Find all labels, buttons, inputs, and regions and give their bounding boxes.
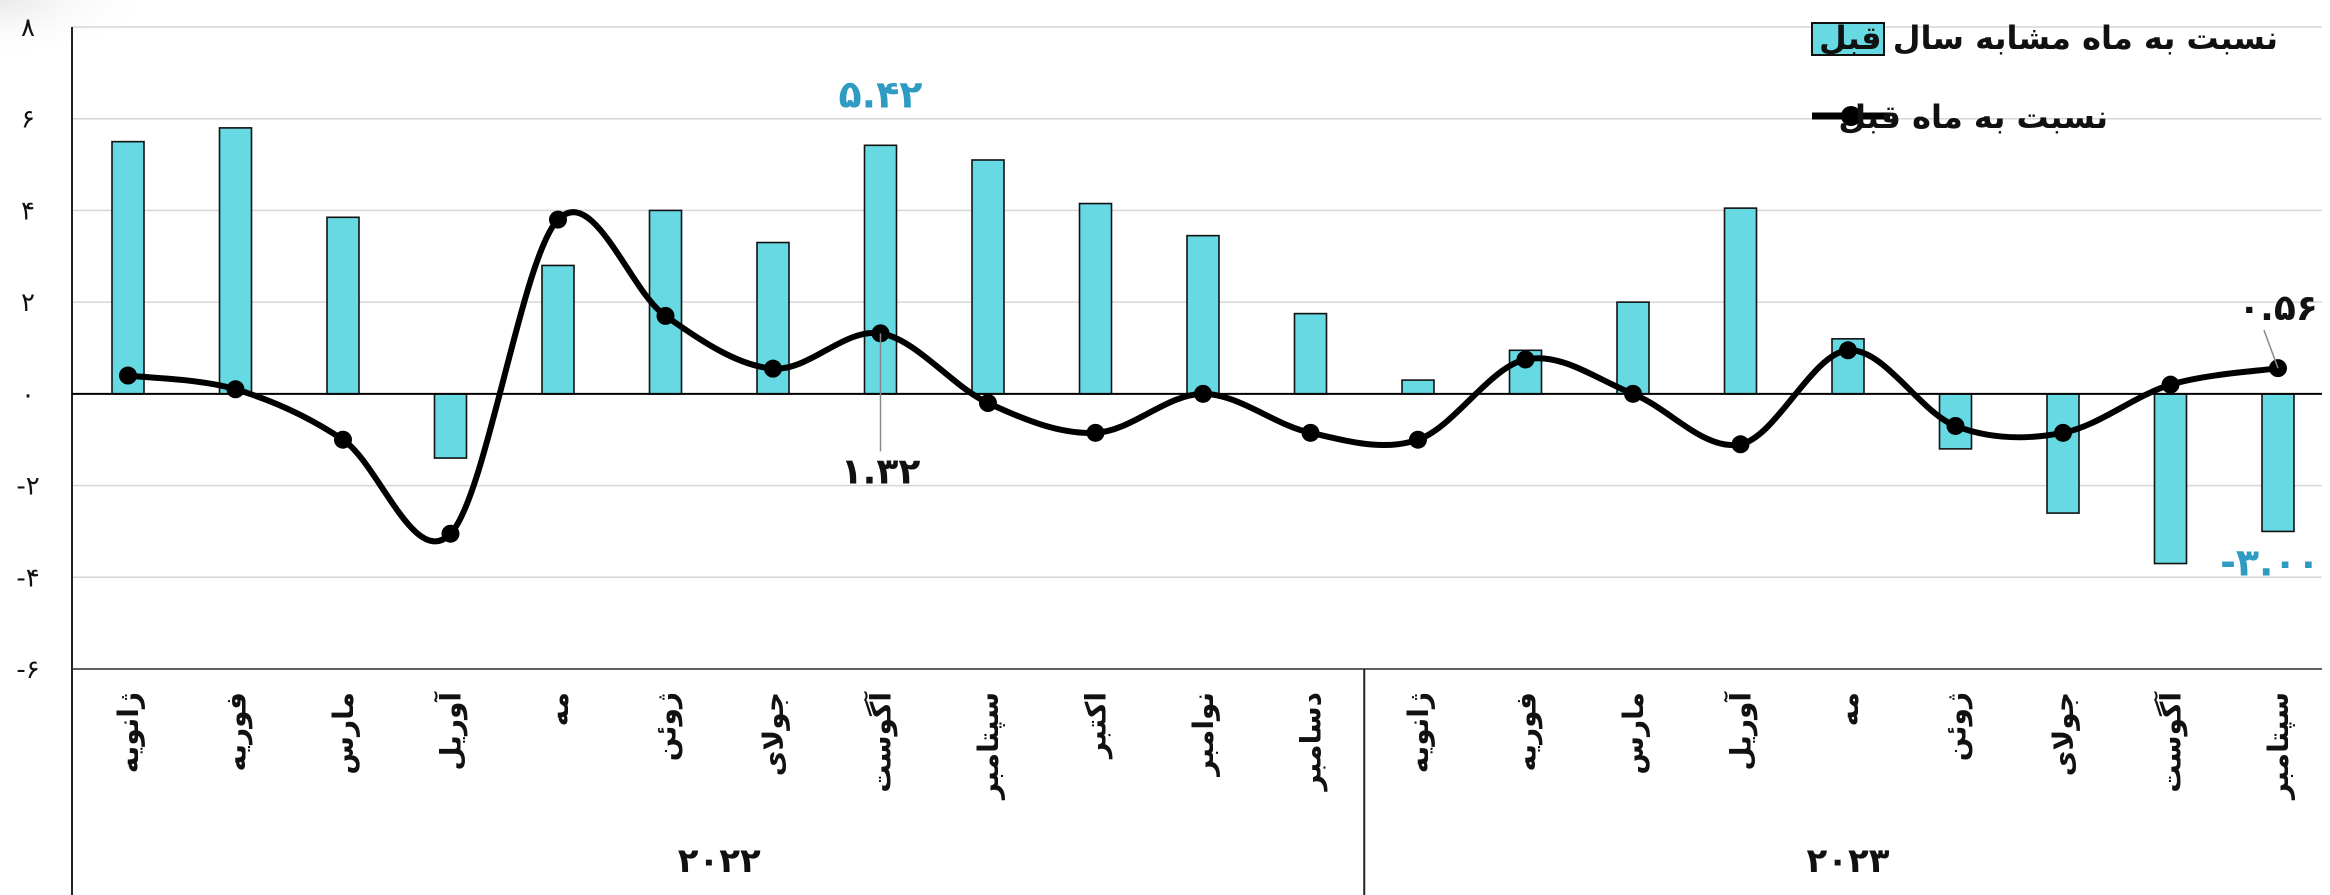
x-axis-year-labels: ۲۰۲۲ ۲۰۲۳ xyxy=(678,669,1890,895)
y-tick-label: -۲ xyxy=(16,472,39,502)
line-point xyxy=(226,380,245,399)
x-category-label: فوریه xyxy=(1510,692,1543,772)
legend: نسبت به ماه مشابه سال قبل نسبت به ماه قب… xyxy=(1811,19,2278,136)
gridlines xyxy=(71,26,2322,895)
x-category-label: ژوئن xyxy=(650,692,683,761)
x-category-label: فوریه xyxy=(220,692,253,772)
line-point xyxy=(119,366,137,385)
line-point xyxy=(2161,375,2180,394)
line-point xyxy=(1946,416,1965,435)
x-category-label: ژانویه xyxy=(112,692,145,773)
x-category-label: مارس xyxy=(327,692,360,775)
line-series xyxy=(119,209,2287,545)
x-category-label: سپتامبر xyxy=(972,692,1005,801)
bar xyxy=(971,159,1005,395)
annotation-leader xyxy=(2263,329,2279,369)
line-point xyxy=(1516,350,1535,369)
line-point xyxy=(656,306,675,325)
x-category-label: مه xyxy=(542,692,575,726)
bar xyxy=(1186,234,1220,395)
x-axis-category-labels: ژانویه فوریه مارس آوریل مه ژوئن جولای آگوست سپتا… xyxy=(112,691,2295,801)
line-point xyxy=(1731,435,1750,454)
bar xyxy=(541,264,575,395)
bar xyxy=(2046,393,2080,514)
x-category-label: ژوئن xyxy=(1940,692,1973,761)
bar xyxy=(111,140,145,395)
x-category-label: آوریل xyxy=(434,691,468,771)
y-tick-label: ۸ xyxy=(21,13,35,43)
y-tick-label: ۴ xyxy=(21,196,35,226)
x-category-label: مه xyxy=(1832,692,1865,726)
line-point xyxy=(549,210,567,229)
x-category-label: دسامبر xyxy=(1295,692,1328,793)
bar xyxy=(1078,202,1113,395)
line-point xyxy=(764,359,782,378)
x-group-label: ۲۰۲۲ xyxy=(678,841,761,881)
y-tick-label: -۴ xyxy=(16,563,39,593)
x-category-label: آگوست xyxy=(2154,691,2188,793)
line-point xyxy=(1409,430,1427,449)
annotation-label: ۰.۵۶ xyxy=(2238,288,2318,329)
x-group-label: ۲۰۲۳ xyxy=(1806,841,1889,881)
line-point xyxy=(334,430,352,449)
bar xyxy=(1723,207,1758,395)
bar xyxy=(218,127,253,395)
bar xyxy=(1616,301,1650,395)
line-point xyxy=(1194,384,1212,403)
annotation-label: ۵.۴۲ xyxy=(838,72,922,116)
x-category-label: آوریل xyxy=(1724,691,1758,771)
bar-series xyxy=(111,127,2295,565)
x-category-label: اکتبر xyxy=(1080,692,1113,760)
legend-line-marker xyxy=(1841,106,1861,126)
x-category-label: سپتامبر xyxy=(2262,692,2295,801)
bar xyxy=(326,216,360,395)
x-category-label: جولای xyxy=(757,692,790,776)
bar xyxy=(1401,379,1435,395)
bar xyxy=(2261,393,2295,533)
line-point xyxy=(979,394,997,413)
y-tick-label: ۲ xyxy=(21,288,35,318)
x-category-label: مارس xyxy=(1617,692,1650,775)
bar xyxy=(1293,312,1328,395)
bar xyxy=(2153,393,2188,565)
line-point xyxy=(1301,423,1320,442)
y-axis-tick-labels: -۶ -۴ -۲ ۰ ۲ ۴ ۶ ۸ xyxy=(16,13,39,685)
line-path xyxy=(127,209,2279,545)
y-tick-label: ۶ xyxy=(21,105,35,135)
y-tick-label: -۶ xyxy=(16,655,39,685)
corner-shade xyxy=(0,0,160,60)
annotation-label: -۳.۰۰ xyxy=(2220,540,2320,584)
line-point xyxy=(1086,423,1105,442)
bar xyxy=(433,393,468,459)
x-category-label: جولای xyxy=(2047,692,2080,776)
x-category-label: نوامبر xyxy=(1187,692,1220,778)
x-category-label: آگوست xyxy=(864,691,898,793)
y-tick-label: ۰ xyxy=(21,380,35,410)
legend-bar-swatch xyxy=(1811,22,1885,56)
legend-line-label: نسبت به ماه قبل xyxy=(1838,98,2108,136)
legend-bar-label: نسبت به ماه مشابه سال قبل xyxy=(1819,19,2278,57)
line-point xyxy=(441,524,460,543)
line-point xyxy=(1624,384,1642,403)
line-point xyxy=(2054,423,2072,442)
line-point xyxy=(1839,341,1857,360)
data-annotations: ۵.۴۲ ۱.۳۲ ۰.۵۶ -۳.۰۰ xyxy=(838,72,2319,584)
annotation-label: ۱.۳۲ xyxy=(841,451,921,492)
x-category-label: ژانویه xyxy=(1402,692,1435,773)
